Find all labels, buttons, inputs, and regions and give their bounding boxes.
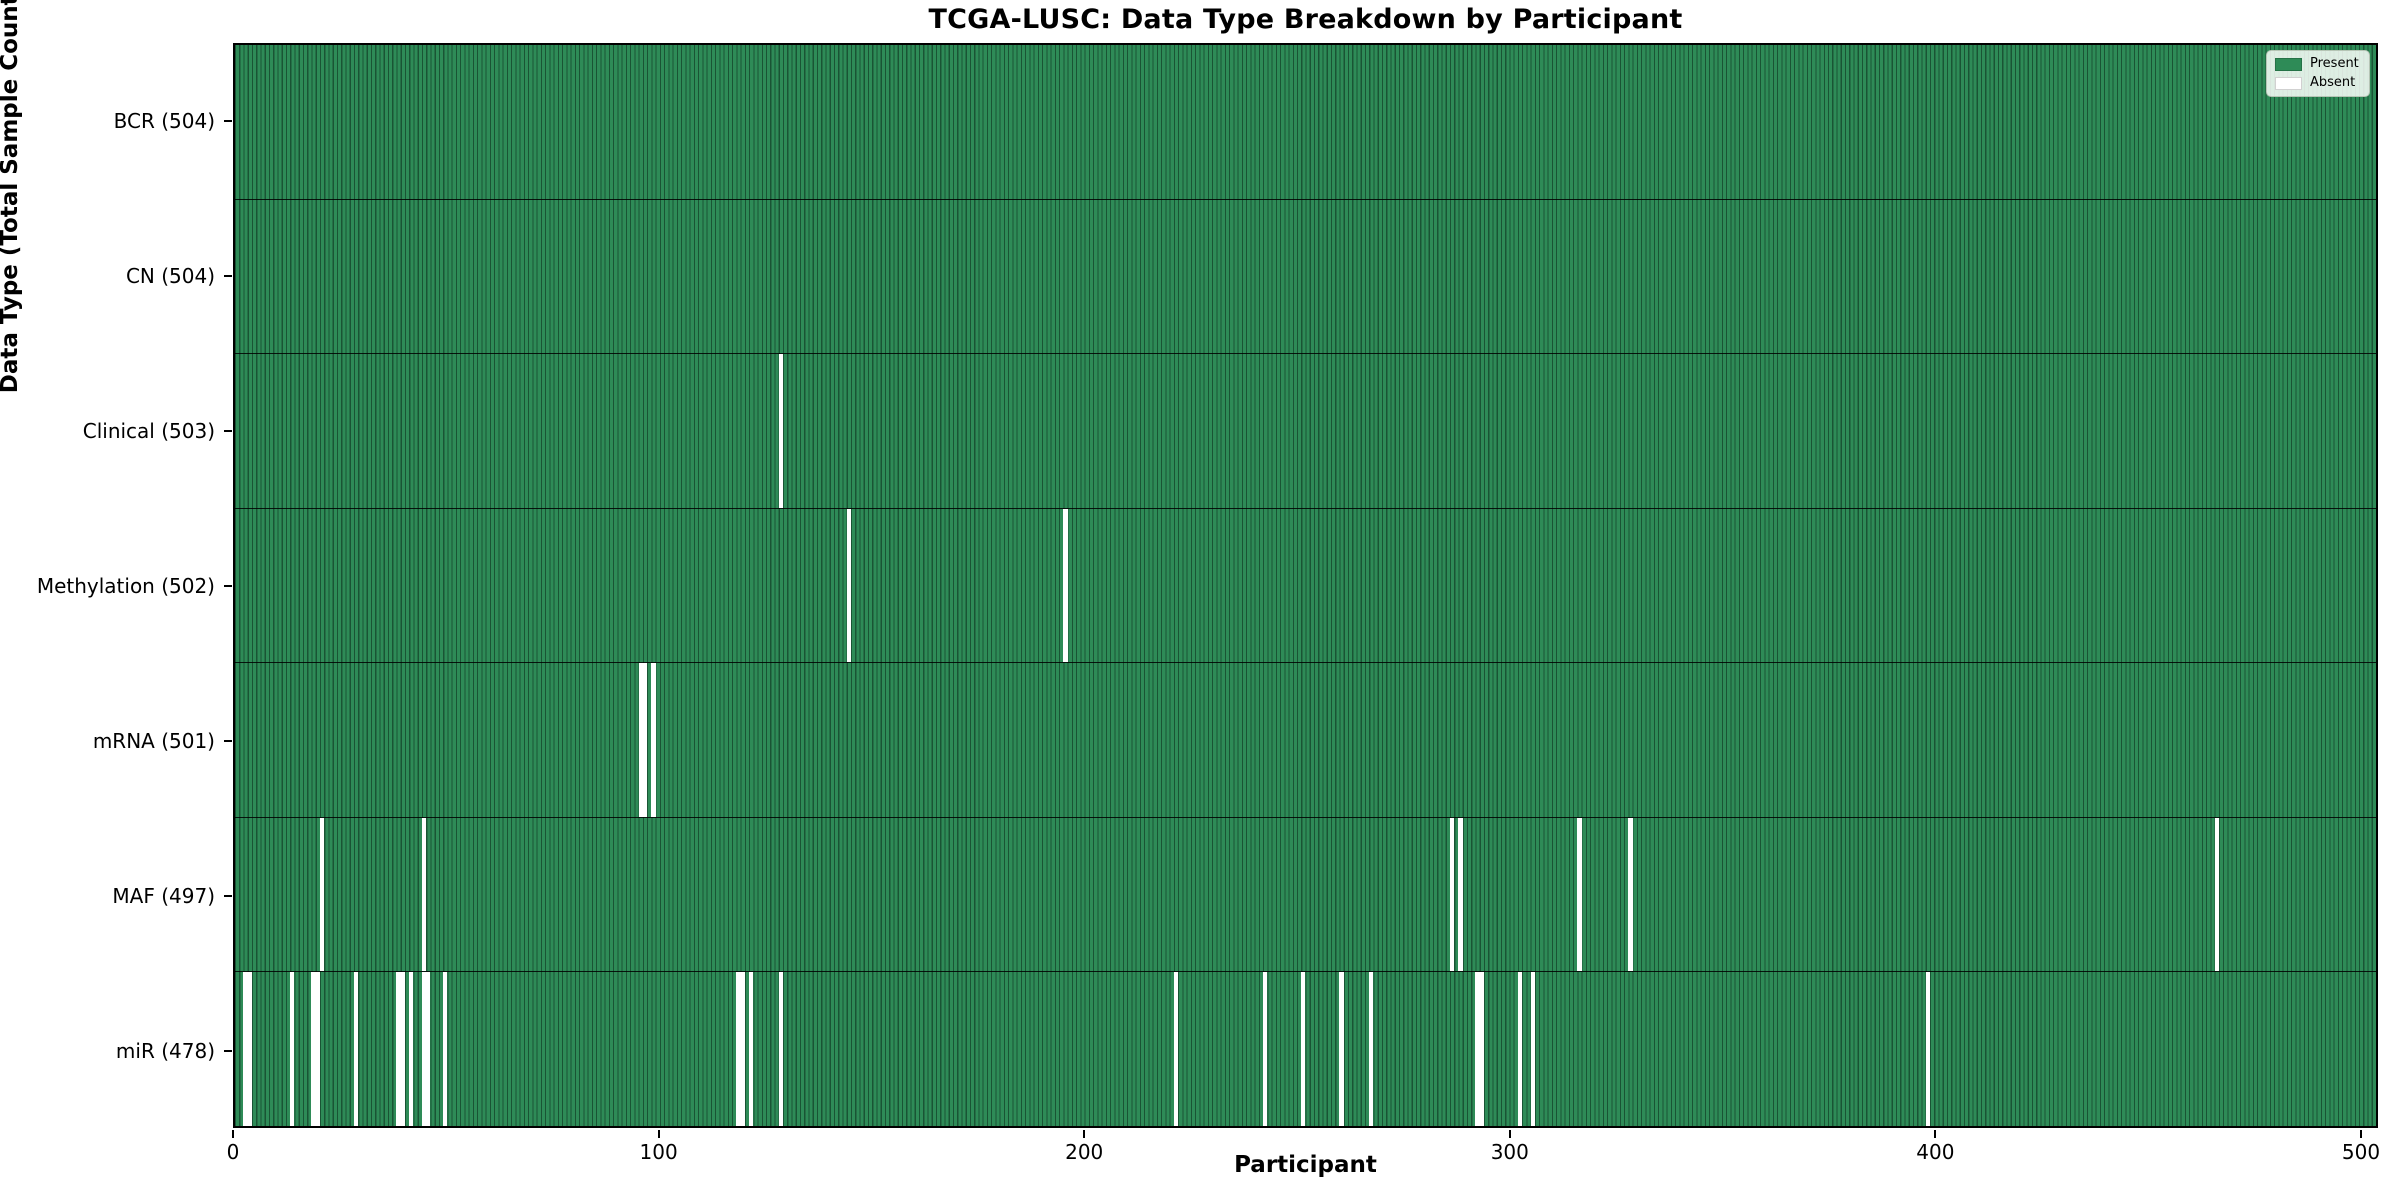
absent-cell xyxy=(1449,817,1455,972)
legend-absent-label: Absent xyxy=(2310,75,2356,90)
legend-item-present: Present xyxy=(2275,57,2361,71)
y-tick-label-clinical: Clinical (503) xyxy=(82,418,215,443)
y-tick-mark xyxy=(224,584,232,587)
x-tick-label-0: 0 xyxy=(226,1140,240,1164)
absent-cell xyxy=(443,972,448,1127)
absent-cell xyxy=(1369,972,1374,1127)
absent-cell xyxy=(243,972,248,1127)
absent-cell xyxy=(2214,817,2219,972)
absent-cell xyxy=(311,972,316,1127)
data-row-clinical xyxy=(235,354,2376,509)
x-tick-mark xyxy=(657,1130,660,1138)
y-tick-label-bcr: BCR (504) xyxy=(113,108,215,133)
x-tick-mark xyxy=(1083,1130,1086,1138)
x-tick-label-500: 500 xyxy=(2341,1140,2381,1164)
absent-cell xyxy=(1339,972,1344,1127)
absent-cell xyxy=(1530,972,1535,1127)
legend-item-absent: Absent xyxy=(2275,76,2361,90)
legend-present-label: Present xyxy=(2310,56,2359,71)
y-tick-mark xyxy=(224,894,232,897)
absent-cell xyxy=(1517,972,1523,1127)
y-tick-label-mir: miR (478) xyxy=(115,1038,215,1063)
absent-cell xyxy=(1475,972,1480,1127)
chart-title: TCGA-LUSC: Data Type Breakdown by Partic… xyxy=(928,4,1683,35)
absent-swatch xyxy=(2275,76,2302,90)
y-axis-label: Data Type (Total Sample Count) xyxy=(0,0,23,394)
absent-cell xyxy=(400,972,405,1127)
x-tick-label-200: 200 xyxy=(1065,1140,1104,1164)
y-tick-mark xyxy=(224,274,232,277)
x-tick-mark xyxy=(1508,1130,1511,1138)
y-tick-label-methylation: Methylation (502) xyxy=(36,573,215,598)
x-axis-ticks: 0 100 200 300 400 500 xyxy=(227,1128,2381,1168)
absent-cell xyxy=(1458,817,1463,972)
y-tick-label-maf: MAF (497) xyxy=(112,883,215,908)
data-row-cn xyxy=(235,199,2376,355)
x-axis-label: Participant xyxy=(1234,1152,1377,1178)
absent-cell xyxy=(749,972,754,1127)
y-tick-mark xyxy=(224,119,232,122)
y-tick-mark xyxy=(224,1049,232,1052)
absent-cell xyxy=(315,972,320,1127)
x-tick-label-100: 100 xyxy=(639,1140,678,1164)
absent-cell xyxy=(638,663,643,817)
x-tick-mark xyxy=(2359,1130,2362,1138)
plot-area: Present Absent xyxy=(233,43,2378,1128)
absent-cell xyxy=(1925,972,1930,1127)
data-row-methylation xyxy=(235,508,2376,664)
absent-cell xyxy=(1628,817,1633,972)
absent-cell xyxy=(409,972,414,1127)
absent-cell xyxy=(846,508,851,663)
absent-cell xyxy=(1063,508,1068,663)
y-tick-label-mrna: mRNA (501) xyxy=(92,728,215,753)
x-tick-mark xyxy=(232,1130,234,1138)
absent-cell xyxy=(778,972,783,1127)
absent-cell xyxy=(290,972,295,1127)
y-tick-mark xyxy=(224,739,232,742)
absent-cell xyxy=(396,972,401,1127)
data-row-bcr xyxy=(235,45,2376,200)
present-swatch xyxy=(2275,57,2302,71)
absent-cell xyxy=(642,663,648,817)
absent-cell xyxy=(1577,817,1582,972)
absent-cell xyxy=(247,972,252,1127)
x-tick-label-300: 300 xyxy=(1490,1140,1529,1164)
absent-cell xyxy=(651,663,656,817)
x-tick-mark xyxy=(1934,1130,1937,1138)
absent-cell xyxy=(1301,972,1306,1127)
absent-cell xyxy=(1173,972,1179,1127)
y-tick-mark xyxy=(224,429,232,432)
absent-cell xyxy=(1263,972,1268,1127)
data-row-maf xyxy=(235,817,2376,973)
y-tick-label-cn: CN (504) xyxy=(125,263,215,288)
legend: Present Absent xyxy=(2266,50,2370,97)
absent-cell xyxy=(426,972,431,1127)
absent-cell xyxy=(736,972,741,1127)
absent-cell xyxy=(319,817,325,972)
data-row-mrna xyxy=(235,663,2376,818)
data-row-mir xyxy=(235,972,2376,1127)
absent-cell xyxy=(1479,972,1484,1127)
absent-cell xyxy=(740,972,745,1127)
absent-cell xyxy=(353,972,359,1127)
absent-cell xyxy=(421,817,427,972)
x-tick-label-400: 400 xyxy=(1916,1140,1955,1164)
absent-cell xyxy=(421,972,427,1127)
absent-cell xyxy=(778,354,783,508)
